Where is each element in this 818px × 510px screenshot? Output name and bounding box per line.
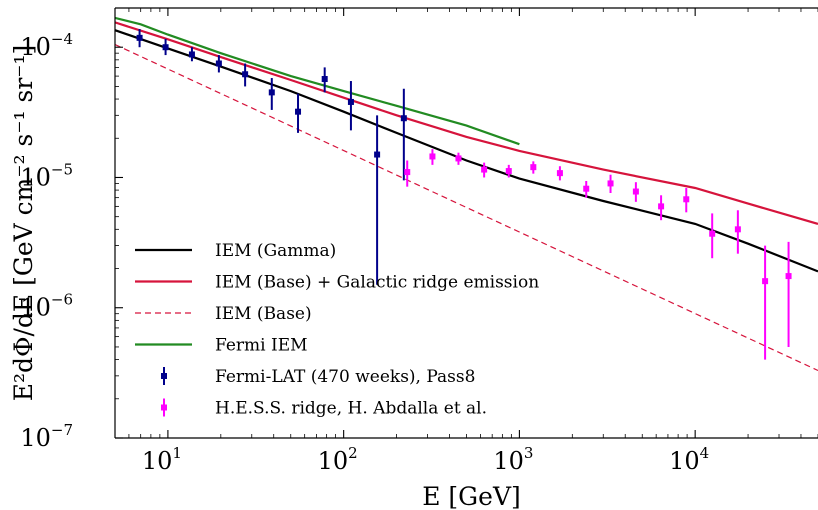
legend-swatch-marker bbox=[161, 404, 167, 411]
x-tick-label: 102 bbox=[318, 444, 358, 475]
legend-label: Fermi-LAT (470 weeks), Pass8 bbox=[215, 367, 475, 387]
y-tick-exponent: −7 bbox=[51, 421, 73, 439]
data-point bbox=[242, 71, 249, 78]
x-axis-title: E [GeV] bbox=[422, 482, 521, 510]
data-point bbox=[162, 44, 169, 51]
legend-label: IEM (Base) bbox=[215, 304, 312, 324]
x-tick-base: 10 bbox=[493, 447, 524, 475]
x-tick-label: 104 bbox=[669, 444, 709, 475]
data-point bbox=[268, 89, 275, 96]
y-tick-exponent: −6 bbox=[51, 291, 73, 309]
x-tick-exponent: 3 bbox=[524, 444, 534, 462]
data-point bbox=[632, 188, 639, 195]
legend-swatch-marker bbox=[161, 373, 167, 379]
legend-label: Fermi IEM bbox=[215, 336, 308, 356]
data-point bbox=[785, 273, 792, 280]
y-tick-base: 10 bbox=[20, 294, 51, 322]
y-tick-base: 10 bbox=[20, 33, 51, 61]
y-tick-exponent: −5 bbox=[51, 160, 73, 178]
data-point bbox=[658, 203, 665, 210]
y-tick-label: 10−5 bbox=[20, 160, 73, 191]
y-tick-label: 10−4 bbox=[20, 30, 73, 61]
legend: IEM (Gamma) IEM (Base) + Galactic ridge e… bbox=[135, 241, 539, 419]
x-tick-label: 103 bbox=[493, 444, 533, 475]
data-point bbox=[734, 226, 741, 233]
legend-label: IEM (Gamma) bbox=[215, 241, 336, 261]
legend-label: IEM (Base) + Galactic ridge emission bbox=[215, 273, 539, 293]
data-point bbox=[583, 185, 590, 192]
data-point bbox=[374, 151, 381, 158]
data-point bbox=[709, 230, 716, 237]
data-point bbox=[683, 196, 690, 203]
data-point bbox=[530, 164, 537, 171]
data-point bbox=[762, 278, 769, 285]
y-tick-label: 10−6 bbox=[20, 291, 73, 322]
plot-area bbox=[115, 16, 818, 372]
data-point bbox=[429, 153, 436, 160]
data-point bbox=[188, 51, 195, 58]
x-tick-exponent: 2 bbox=[348, 444, 358, 462]
data-point bbox=[136, 34, 143, 41]
x-tick-base: 10 bbox=[669, 447, 700, 475]
series-line-0 bbox=[115, 29, 818, 273]
x-tick-label: 101 bbox=[142, 444, 182, 475]
series-line-2 bbox=[115, 43, 818, 372]
y-tick-label: 10−7 bbox=[20, 421, 73, 452]
x-tick-exponent: 1 bbox=[172, 444, 182, 462]
data-point bbox=[404, 169, 411, 176]
y-tick-base: 10 bbox=[20, 163, 51, 191]
series-line-1 bbox=[115, 21, 818, 225]
x-tick-exponent: 4 bbox=[700, 444, 710, 462]
data-point bbox=[400, 115, 407, 122]
y-tick-base: 10 bbox=[20, 424, 51, 452]
data-point bbox=[321, 76, 328, 83]
x-tick-base: 10 bbox=[318, 447, 349, 475]
data-point bbox=[556, 170, 563, 177]
x-tick-base: 10 bbox=[142, 447, 173, 475]
data-point bbox=[215, 60, 222, 67]
data-point bbox=[481, 166, 488, 173]
y-axis-title: E²dΦ/dE [GeV cm⁻² s⁻¹ sr⁻¹] bbox=[9, 45, 38, 402]
series-line-3 bbox=[115, 16, 520, 146]
data-point bbox=[295, 108, 302, 115]
data-point bbox=[505, 168, 512, 175]
y-tick-exponent: −4 bbox=[51, 30, 73, 48]
data-point bbox=[455, 155, 462, 162]
legend-label: H.E.S.S. ridge, H. Abdalla et al. bbox=[215, 399, 487, 419]
data-point bbox=[607, 180, 614, 187]
data-point bbox=[347, 98, 354, 105]
